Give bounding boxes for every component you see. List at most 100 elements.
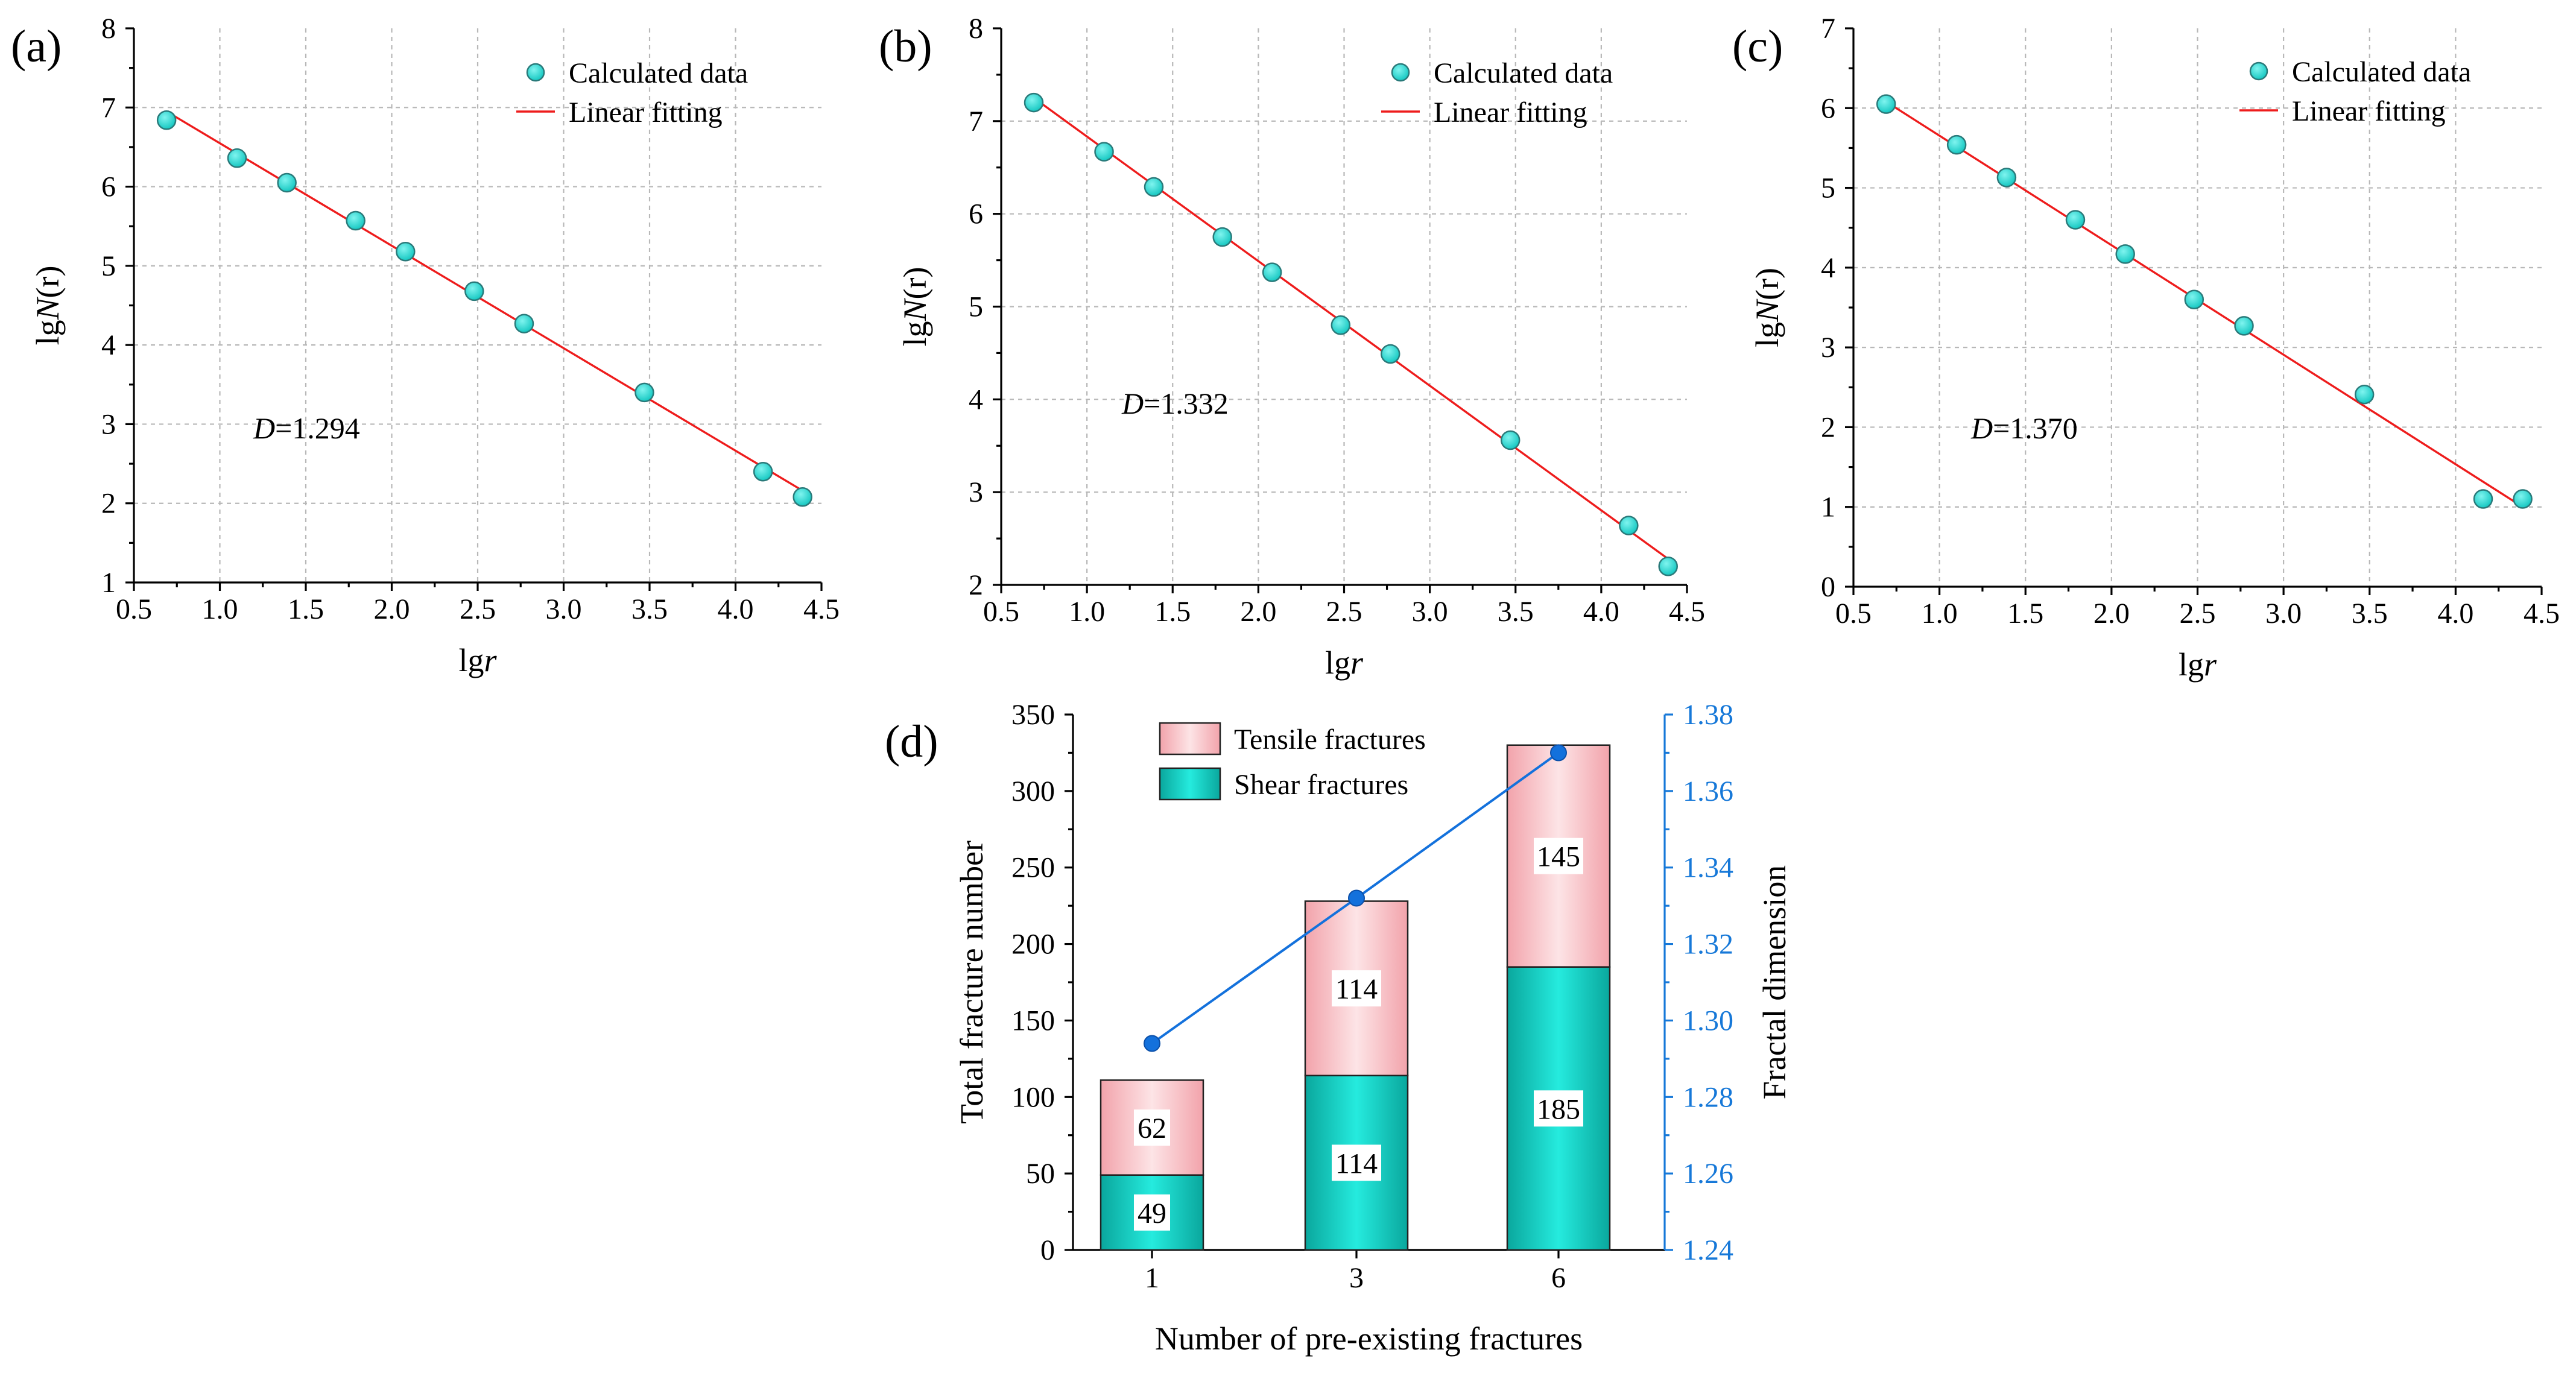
- y-tick-label: 150: [1011, 1005, 1055, 1037]
- data-point: [2473, 489, 2493, 509]
- x-tick-label: 2.5: [460, 593, 496, 625]
- y2-tick-label: 1.36: [1683, 775, 1733, 807]
- x-axis-title: lgr: [1325, 645, 1364, 681]
- data-point: [1144, 177, 1164, 197]
- fractal-dimension-annotation: D=1.294: [253, 411, 360, 445]
- y2-tick-label: 1.32: [1683, 929, 1733, 961]
- panel-label: (a): [11, 21, 62, 72]
- y-tick-label: 4: [969, 383, 983, 415]
- data-point: [1946, 134, 1967, 155]
- y-tick-label: 8: [969, 13, 983, 45]
- bar-value-label: 62: [1138, 1112, 1166, 1144]
- fractal-dimension-annotation: D=1.370: [1970, 411, 2078, 445]
- y-tick-label: 300: [1011, 775, 1055, 807]
- annotation-value: =1.332: [1144, 387, 1229, 420]
- fit-line: [1033, 96, 1669, 560]
- x-tick-label: 3.5: [2352, 598, 2388, 630]
- legend-label: Linear fitting: [2292, 95, 2446, 127]
- annotation-var: D: [253, 411, 275, 445]
- data-point: [227, 148, 247, 168]
- data-point: [1658, 556, 1678, 576]
- chart-b: 0.5 1.0 1.5 2.0 2.5 3.0 3.5 4.0 4.52345678lgrlgN…: [879, 13, 1705, 681]
- legend-label: Tensile fractures: [1234, 724, 1426, 756]
- y2-tick-label: 1.24: [1683, 1234, 1733, 1266]
- x-axis-title: Number of pre-existing fractures: [1155, 1321, 1583, 1357]
- y-tick-label: 0: [1821, 571, 1835, 603]
- x-axis-title-base: lg: [458, 642, 484, 678]
- y-tick-label: 50: [1026, 1158, 1055, 1190]
- x-tick-label: 4.5: [2524, 598, 2560, 630]
- annotation-var: D: [1970, 411, 1993, 445]
- x-axis-title: lgr: [458, 642, 497, 678]
- panel-label: (d): [885, 716, 938, 767]
- y-tick-label: 3: [969, 476, 983, 508]
- y-tick-label: 350: [1011, 699, 1055, 731]
- y-tick-label: 250: [1011, 852, 1055, 884]
- y-axis-title-var: N: [30, 296, 66, 320]
- legend-label: Linear fitting: [569, 96, 723, 128]
- y-tick-label: 1: [1821, 491, 1835, 523]
- x-tick-label: 1.0: [202, 593, 238, 625]
- x-axis-title: lgr: [2179, 646, 2217, 683]
- data-point: [2184, 289, 2204, 310]
- x-tick-label: 1.5: [2007, 598, 2043, 630]
- bar-label-bg: [1534, 838, 1583, 874]
- y-axis-title: lgN(r): [1749, 268, 1785, 347]
- bar-label-bg: [1332, 1144, 1381, 1181]
- y-tick-label: 1: [101, 567, 116, 599]
- legend-label: Calculated data: [2292, 56, 2471, 88]
- data-point: [1996, 168, 2017, 188]
- y2-tick-label: 1.34: [1683, 852, 1733, 884]
- bar-label-bg: [1332, 970, 1381, 1007]
- bar-value-label: 114: [1335, 1147, 1378, 1179]
- y-tick-label: 3: [1821, 332, 1835, 364]
- legend-label: Shear fractures: [1234, 769, 1408, 801]
- y2-tick-label: 1.26: [1683, 1158, 1733, 1190]
- legend-swatch-tensile: [1159, 722, 1221, 756]
- bar-value-label: 49: [1138, 1198, 1166, 1229]
- data-point: [1262, 262, 1282, 282]
- x-axis-title-var: r: [484, 642, 498, 678]
- y-axis-title: lgN(r): [897, 267, 933, 347]
- x-tick-label: 3.5: [1498, 596, 1534, 628]
- y-tick-label: 2: [1821, 411, 1835, 443]
- x-tick-label: 1.5: [288, 593, 324, 625]
- y-tick-label: 6: [101, 171, 116, 203]
- data-point: [753, 461, 773, 482]
- legend-marker-icon: [2249, 62, 2268, 81]
- y-axis-title: Total fracture number: [954, 841, 990, 1124]
- data-point: [635, 382, 654, 403]
- y2-tick-label: 1.38: [1683, 699, 1733, 731]
- bar-value-label: 114: [1335, 973, 1378, 1005]
- x-tick-label: 4.5: [803, 593, 840, 625]
- data-point: [2065, 210, 2086, 230]
- bar-value-label: 185: [1537, 1093, 1580, 1125]
- chart-d: 0 50 100 150 200 250 300 350 1.24 1.26 1.28 1.30 1.3…: [885, 699, 1793, 1357]
- y-tick-label: 100: [1011, 1081, 1055, 1113]
- bar-label-bg: [1134, 1194, 1170, 1231]
- y-tick-label: 7: [969, 106, 983, 137]
- panel-label: (c): [1732, 21, 1783, 72]
- fractal-dimension-point: [1144, 1035, 1160, 1052]
- fit-line: [1885, 101, 2524, 508]
- x-tick-label: 1: [1145, 1262, 1159, 1294]
- x-tick-label: 2.0: [2093, 598, 2130, 630]
- x-axis-title-base: lg: [1325, 645, 1350, 681]
- x-tick-label: 0.5: [1835, 598, 1872, 630]
- data-point: [1500, 430, 1521, 450]
- y-tick-label: 8: [101, 13, 116, 45]
- fractal-dimension-point: [1550, 744, 1567, 762]
- x-axis-title-var: r: [2204, 646, 2217, 683]
- data-point: [156, 110, 177, 130]
- x-tick-label: 1.0: [1069, 596, 1105, 628]
- data-point: [2234, 316, 2254, 336]
- data-point: [1331, 315, 1351, 335]
- data-point: [1094, 142, 1114, 162]
- y-tick-label: 0: [1040, 1234, 1055, 1266]
- chart-c: 0.5 1.0 1.5 2.0 2.5 3.0 3.5 4.0 4.501234567lgrlg…: [1732, 13, 2560, 683]
- y-axis-title-arg: (r): [897, 267, 933, 300]
- y-tick-label: 200: [1011, 929, 1055, 961]
- x-tick-label: 4.0: [718, 593, 754, 625]
- x-tick-label: 3.5: [631, 593, 668, 625]
